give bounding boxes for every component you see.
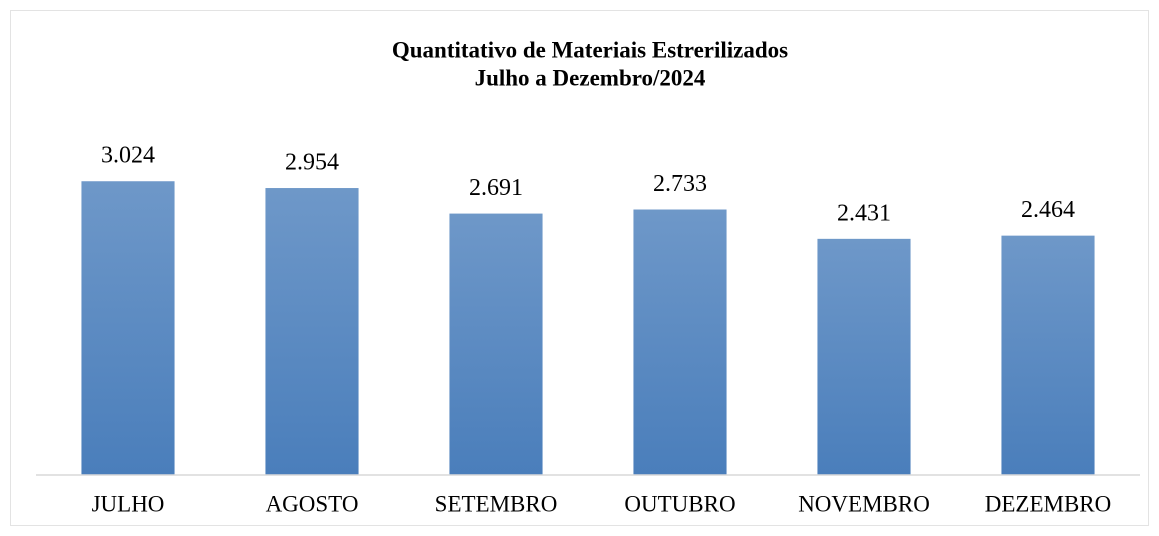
bar xyxy=(817,238,911,475)
bar xyxy=(265,188,359,476)
bar xyxy=(1001,235,1095,475)
bar xyxy=(633,209,727,475)
chart-title: Quantitativo de Materiais Estrerilizados xyxy=(392,37,788,62)
data-label: 2.431 xyxy=(837,200,891,226)
x-tick-label: SETEMBRO xyxy=(435,491,558,516)
chart-frame xyxy=(10,10,1149,526)
x-tick-label: OUTUBRO xyxy=(624,491,735,516)
data-label: 2.954 xyxy=(285,150,339,176)
x-tick-label: JULHO xyxy=(92,491,165,516)
bar xyxy=(81,181,175,476)
data-label: 2.691 xyxy=(469,175,523,201)
data-label: 3.024 xyxy=(101,143,155,169)
chart-subtitle: Julho a Dezembro/2024 xyxy=(475,65,706,90)
data-label: 2.733 xyxy=(653,171,707,197)
x-tick-label: NOVEMBRO xyxy=(798,491,930,516)
x-tick-label: DEZEMBRO xyxy=(985,491,1112,516)
data-label: 2.464 xyxy=(1021,197,1075,223)
bar xyxy=(449,213,543,476)
x-tick-label: AGOSTO xyxy=(266,491,359,516)
